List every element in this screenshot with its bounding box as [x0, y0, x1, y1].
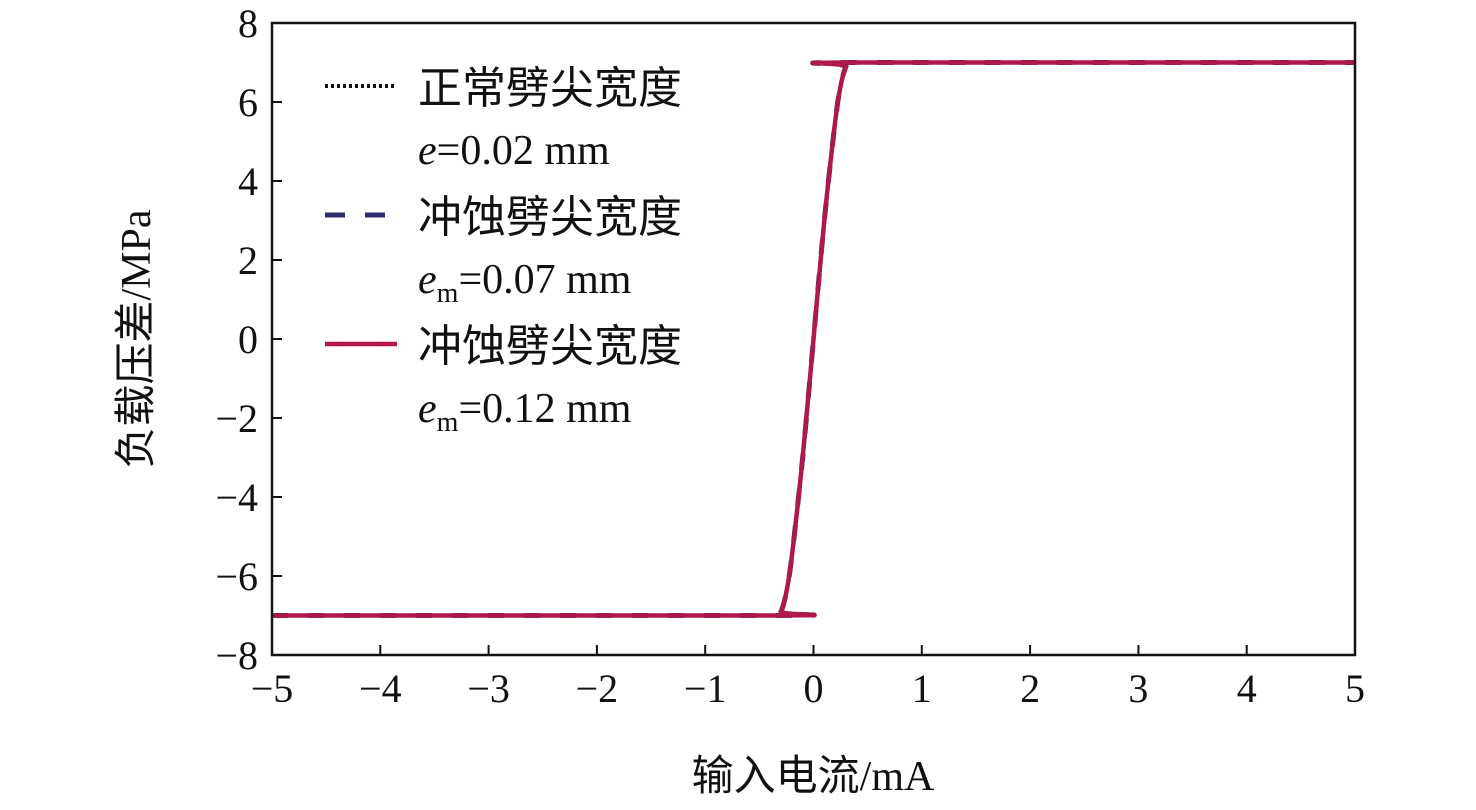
legend-label-3: 冲蚀劈尖宽度 [418, 322, 682, 371]
x-tick-label: −3 [467, 666, 510, 711]
series-line-3 [272, 60, 1355, 618]
y-tick-label: 8 [238, 1, 258, 46]
x-tick-label: 4 [1237, 666, 1257, 711]
y-tick-label: 2 [238, 238, 258, 283]
series-layer [272, 59, 1355, 619]
x-tick-label: 2 [1020, 666, 1040, 711]
y-axis-label: 负载压差/MPa [114, 209, 160, 468]
y-tick-label: −8 [215, 633, 258, 678]
legend-label-2: 冲蚀劈尖宽度 [418, 193, 682, 242]
legend: 正常劈尖宽度 e=0.02 mm 冲蚀劈尖宽度 em=0.07 mm 冲蚀劈尖宽度 em=… [325, 64, 682, 438]
y-tick-label: −2 [215, 396, 258, 441]
legend-label-1: 正常劈尖宽度 [418, 64, 682, 113]
x-tick-label: −4 [359, 666, 402, 711]
y-tick-label: −6 [215, 554, 258, 599]
y-tick-label: 4 [238, 159, 258, 204]
x-tick-label: −5 [251, 666, 294, 711]
ticks-layer: −5 −4 −3 −2 −1 0 1 2 3 4 5 −8 −6 −4 −2 0 2 4 6 8 [215, 1, 1365, 711]
x-tick-label: −1 [684, 666, 727, 711]
y-tick-label: 6 [238, 80, 258, 125]
x-tick-label: 3 [1128, 666, 1148, 711]
legend-sublabel-1: e=0.02 mm [418, 128, 610, 174]
x-tick-label: 0 [804, 666, 824, 711]
y-tick-label: −4 [215, 475, 258, 520]
x-axis-label: 输入电流/mA [692, 754, 935, 800]
y-tick-label: 0 [238, 317, 258, 362]
x-tick-label: −2 [576, 666, 619, 711]
legend-sublabel-2: em=0.07 mm [418, 257, 632, 309]
x-tick-label: 1 [912, 666, 932, 711]
x-tick-label: 5 [1345, 666, 1365, 711]
legend-sublabel-3: em=0.12 mm [418, 386, 632, 438]
